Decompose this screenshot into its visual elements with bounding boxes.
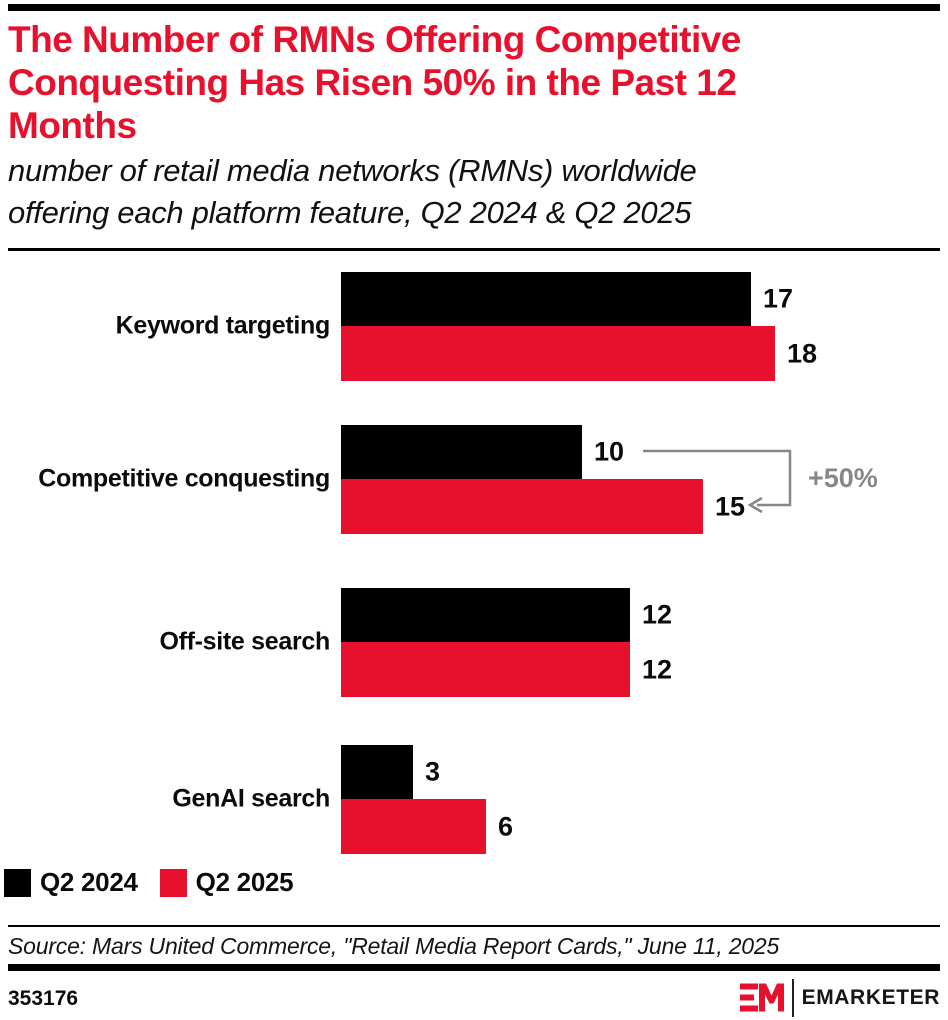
chart-legend: Q2 2024 Q2 2025 [4,867,294,898]
chart-subtitle: number of retail media networks (RMNs) w… [8,150,940,234]
chart-id: 353176 [8,987,79,1010]
annotation-pct-label: +50% [808,463,878,493]
category-label-off-site-search: Off-site search [159,627,330,656]
header-divider-line [8,248,940,251]
emarketer-em-mark-icon [739,983,784,1012]
bar-keyword-targeting-q2-2024 [341,272,751,326]
logo-divider [791,979,794,1017]
source-divider-line [8,925,940,927]
legend-swatch-q2-2025 [159,868,187,897]
emarketer-wordmark: EMARKETER [801,986,940,1009]
value-label-off-site-search-q2-2025: 12 [642,654,673,684]
legend-label-q2-2024: Q2 2024 [40,867,138,897]
legend-label-q2-2025: Q2 2025 [195,867,294,897]
legend-item-q2-2025: Q2 2025 [159,867,294,898]
value-label-competitive-conquesting-q2-2025: 15 [715,491,746,521]
bar-competitive-conquesting-q2-2024 [341,425,582,479]
category-label-competitive-conquesting: Competitive conquesting [38,464,330,493]
chart-title-line-1: The Number of RMNs Offering Competitive [8,19,741,60]
value-label-off-site-search-q2-2024: 12 [642,599,673,630]
growth-bracket-arrow-icon [643,449,792,514]
value-label-competitive-conquesting-q2-2024: 10 [594,436,625,467]
category-label-genai-search: GenAI search [172,784,330,813]
bar-genai-search-q2-2025 [341,799,486,854]
source-text: Source: Mars United Commerce, "Retail Me… [8,933,780,959]
chart-subtitle-line-1: number of retail media networks (RMNs) w… [8,153,697,188]
bar-off-site-search-q2-2024 [341,588,630,642]
bar-competitive-conquesting-q2-2025 [341,479,703,534]
legend-swatch-q2-2024 [4,868,31,897]
top-accent-bar [8,4,940,11]
bar-genai-search-q2-2024 [341,745,413,799]
value-label-keyword-targeting-q2-2025: 18 [787,338,818,368]
value-label-genai-search-q2-2025: 6 [498,811,514,841]
chart-title-line-3: Months [8,105,137,146]
legend-item-q2-2024: Q2 2024 [4,867,138,898]
value-label-genai-search-q2-2024: 3 [425,756,441,787]
chart-title: The Number of RMNs Offering Competitive … [8,18,940,147]
value-label-keyword-targeting-q2-2024: 17 [763,283,794,314]
category-label-keyword-targeting: Keyword targeting [115,311,331,340]
chart-subtitle-line-2: offering each platform feature, Q2 2024 … [8,195,692,230]
chart-title-line-2: Conquesting Has Risen 50% in the Past 12 [8,62,737,103]
bar-keyword-targeting-q2-2025 [341,326,775,381]
emarketer-logo: EMARKETER [739,979,940,1017]
bar-off-site-search-q2-2025 [341,642,630,697]
footer-divider-bar [8,964,940,971]
